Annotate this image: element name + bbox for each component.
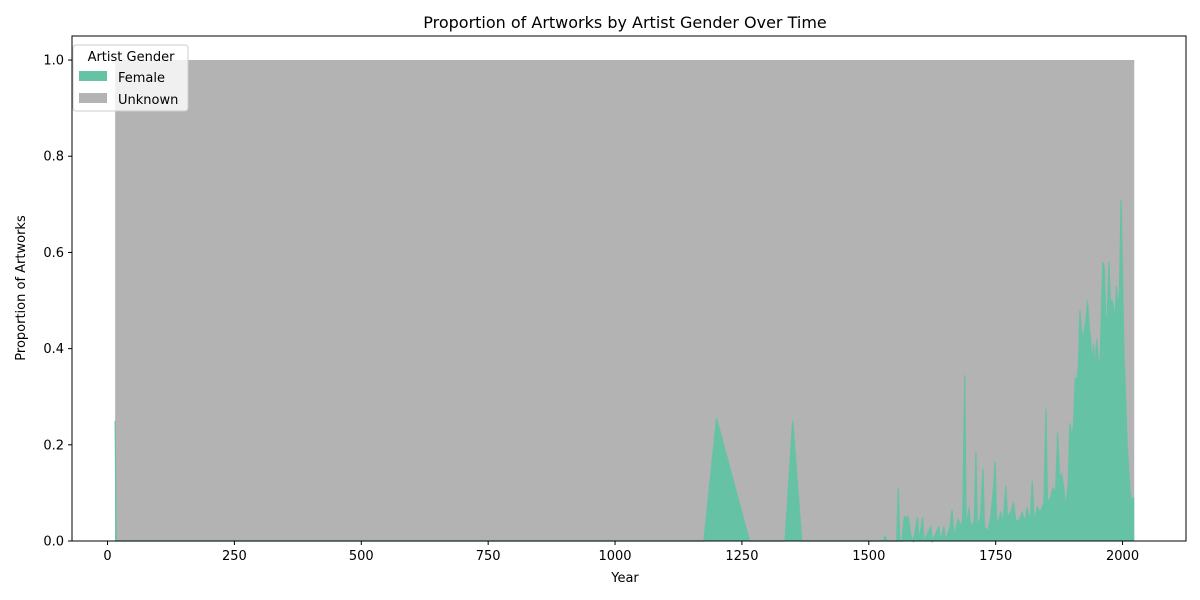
axes-frame bbox=[71, 35, 1187, 542]
x-tick-label: 750 bbox=[476, 549, 501, 564]
legend: Artist Gender Female Unknown bbox=[72, 44, 189, 112]
area-unknown bbox=[115, 60, 1135, 542]
y-tick-label: 0.0 bbox=[43, 535, 64, 550]
y-tick-label: 1.0 bbox=[43, 54, 64, 69]
x-axis: 0 250 500 750 1000 1250 1500 1750 2000 bbox=[103, 541, 1139, 564]
legend-swatch-unknown bbox=[79, 93, 107, 103]
x-tick-label: 1000 bbox=[598, 549, 631, 564]
legend-title: Artist Gender bbox=[88, 50, 176, 65]
x-tick-label: 0 bbox=[103, 549, 111, 564]
y-axis: 0.0 0.2 0.4 0.6 0.8 1.0 bbox=[43, 54, 72, 550]
x-tick-label: 500 bbox=[349, 549, 374, 564]
x-tick-label: 2000 bbox=[1106, 549, 1139, 564]
y-tick-label: 0.2 bbox=[43, 438, 64, 453]
legend-label-unknown: Unknown bbox=[118, 93, 178, 108]
x-tick-label: 250 bbox=[222, 549, 247, 564]
legend-label-female: Female bbox=[118, 71, 165, 86]
legend-swatch-female bbox=[79, 71, 107, 81]
x-tick-label: 1500 bbox=[852, 549, 885, 564]
y-tick-label: 0.6 bbox=[43, 246, 64, 261]
chart-title: Proportion of Artworks by Artist Gender … bbox=[423, 13, 827, 32]
y-tick-label: 0.8 bbox=[43, 150, 64, 165]
x-axis-title: Year bbox=[610, 571, 639, 586]
x-tick-label: 1750 bbox=[979, 549, 1012, 564]
y-axis-title: Proportion of Artworks bbox=[14, 215, 29, 361]
y-tick-label: 0.4 bbox=[43, 342, 64, 357]
area-female bbox=[115, 199, 1135, 541]
x-tick-label: 1250 bbox=[725, 549, 758, 564]
plot-area bbox=[114, 60, 1135, 544]
